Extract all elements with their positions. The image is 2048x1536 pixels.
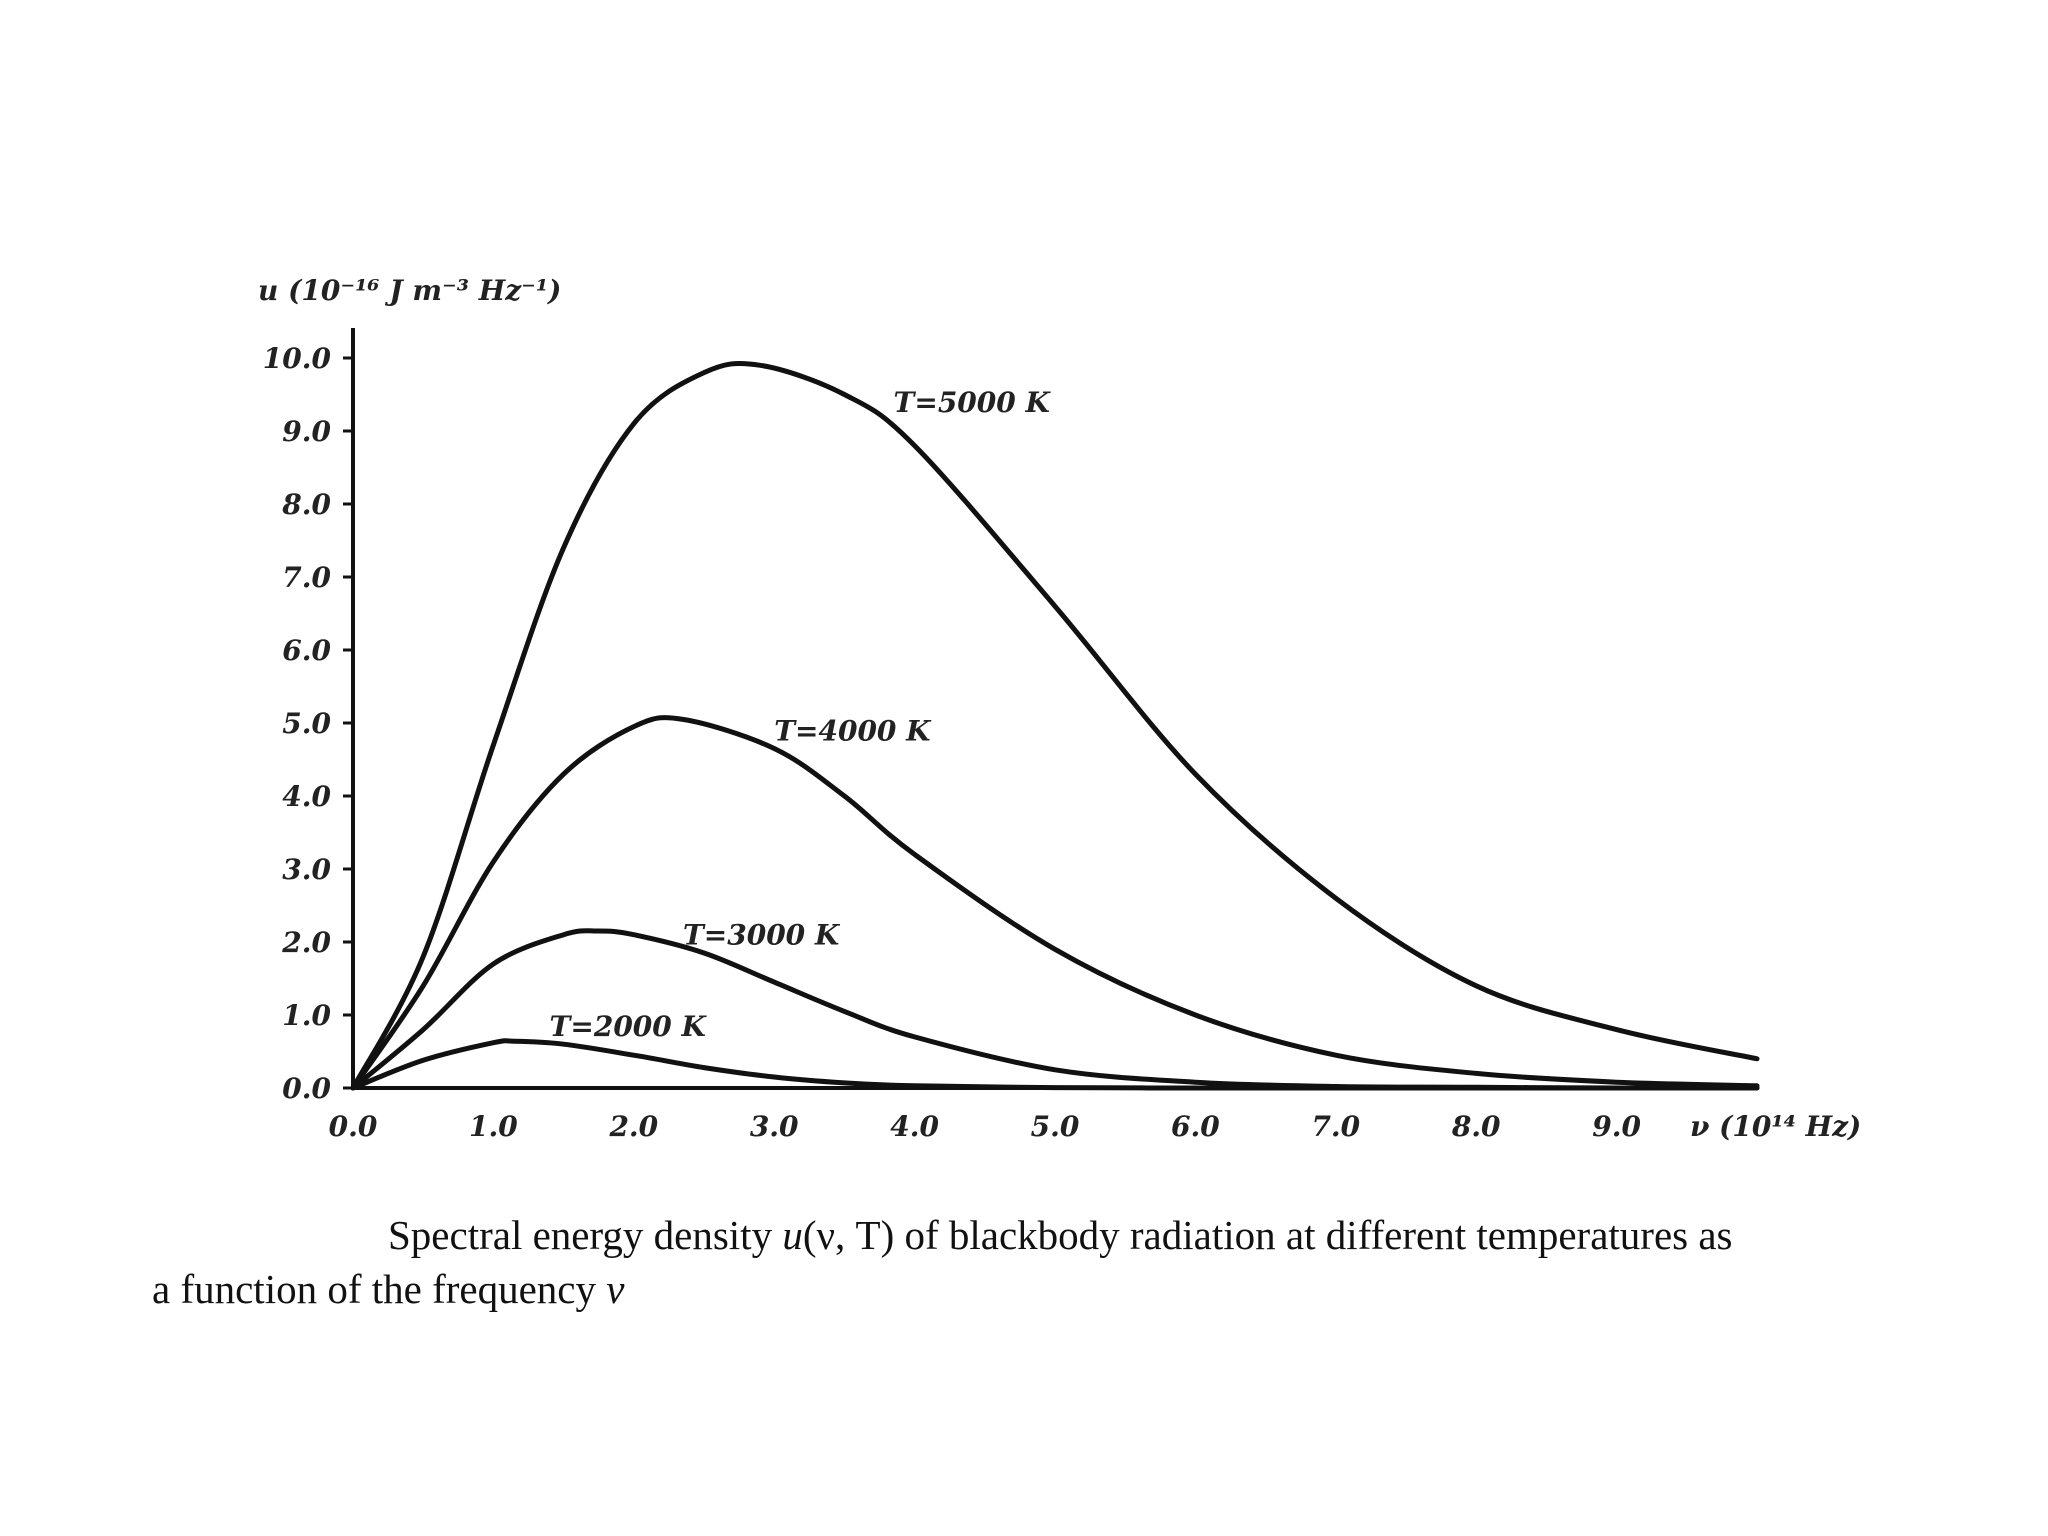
caption-nu: ν [606,1266,625,1312]
x-tick-label: 9.0 [1592,1110,1641,1143]
curve-labels-group: T=5000 K T=4000 K T=3000 K T=2000 K [550,386,1052,1043]
figure-caption: Spectral energy density u(ν, T) of black… [152,1208,1972,1316]
curve-T4000 [350,715,1760,1091]
x-tick-label: 0.0 [329,1110,378,1143]
curve-T2000 [350,1038,1760,1091]
y-tick-label: 7.0 [282,561,331,594]
y-tick-label: 4.0 [282,780,331,813]
x-tick-label: 1.0 [469,1110,518,1143]
y-tick-label: 3.0 [282,853,331,886]
caption-suffix: of blackbody radiation at different temp… [894,1212,1733,1258]
caption-args: (ν, T) [802,1212,895,1258]
caption-prefix: Spectral energy density [388,1212,783,1258]
y-tick-label: 0.0 [282,1072,331,1105]
curve-label-T3000: T=3000 K [683,919,841,952]
curve-label-T4000: T=4000 K [774,714,932,747]
x-axis-title: ν (10¹⁴ Hz) [1690,1110,1861,1143]
x-tick-label: 6.0 [1171,1110,1220,1143]
x-tick-label: 7.0 [1311,1110,1360,1143]
caption-func: u [782,1212,803,1258]
x-tick-label: 8.0 [1451,1110,1501,1143]
x-tick-label: 5.0 [1031,1110,1080,1143]
curves-group [350,360,1760,1091]
x-tick-label: 2.0 [608,1110,658,1143]
y-tick-label: 6.0 [282,634,331,667]
axis-ticks: 0.0 1.0 2.0 3.0 4.0 5.0 6.0 7.0 8.0 9.0 10.0 0.0 1.0… [263,342,1642,1143]
curve-label-T2000: T=2000 K [550,1010,708,1043]
y-tick-label: 8.0 [281,488,331,521]
caption-line2: a function of the frequency [152,1266,607,1312]
y-axis-title: u (10⁻¹⁶ J m⁻³ Hz⁻¹) [258,274,561,307]
y-tick-label: 10.0 [263,342,332,375]
y-tick-label: 5.0 [282,707,331,740]
y-tick-label: 1.0 [282,999,331,1032]
curve-label-T5000: T=5000 K [894,386,1052,419]
y-tick-label: 9.0 [282,415,331,448]
x-tick-label: 4.0 [890,1110,939,1143]
x-tick-label: 3.0 [750,1110,799,1143]
y-tick-label: 2.0 [281,926,331,959]
curve-T5000 [350,360,1760,1091]
